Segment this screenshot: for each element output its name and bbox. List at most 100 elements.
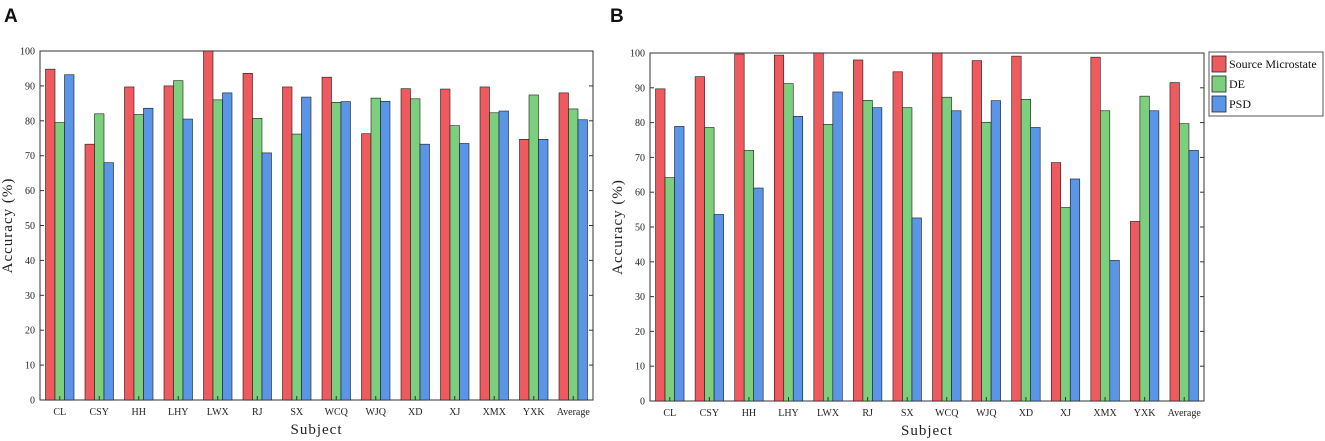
chart-b-bar-wjq-psd xyxy=(990,100,1001,402)
chart-b-bar-xj-source-microstate xyxy=(1050,162,1062,402)
chart-b-bar-wjq-de xyxy=(981,121,992,402)
chart-a-y-tick-label: 60 xyxy=(25,186,35,197)
chart-b-y-tick-label: 0 xyxy=(640,397,645,408)
chart-b-x-tick-label-lhy: LHY xyxy=(778,408,799,419)
chart-a-bar-sx-psd xyxy=(301,96,312,401)
chart-a-bar-hh-de xyxy=(133,114,144,401)
chart-b-plot-frame xyxy=(649,52,1205,402)
chart-a-bar-average-de xyxy=(568,108,579,401)
chart-a-bar-lwx-psd xyxy=(222,92,233,401)
chart-a-x-tick-label-xj: XJ xyxy=(449,407,460,418)
chart-a-bar-xj-de xyxy=(449,125,460,401)
chart-a-bar-average-psd xyxy=(577,119,588,401)
chart-a-x-tick-label-sx: SX xyxy=(290,407,304,418)
chart-a-bar-lwx-de xyxy=(212,99,223,401)
chart-b-bar-rj-source-microstate xyxy=(853,59,864,402)
chart-a-bar-average-source-microstate xyxy=(558,92,569,401)
chart-b-x-tick-label-xmx: XMX xyxy=(1093,408,1117,419)
chart-a-x-tick-label-average: Average xyxy=(557,407,591,418)
chart-b-bar-yxk-source-microstate xyxy=(1130,221,1141,402)
chart-b-bar-xj-psd xyxy=(1069,178,1081,402)
chart-b-bar-xmx-source-microstate xyxy=(1090,56,1101,402)
chart-a-bar-csy-psd xyxy=(103,162,114,401)
chart-a-bar-wjq-source-microstate xyxy=(361,133,372,401)
chart-a-bar-lhy-psd xyxy=(182,118,193,401)
chart-b-x-tick-label-average: Average xyxy=(1168,408,1202,419)
chart-a-bar-rj-source-microstate xyxy=(242,73,253,401)
chart-b-bar-average-psd xyxy=(1188,150,1199,402)
chart-a-y-tick-label: 30 xyxy=(25,291,35,302)
chart-b-bar-csy-de xyxy=(704,127,715,402)
chart-a-bar-wjq-de xyxy=(370,97,381,401)
chart-a-x-tick-label-hh: HH xyxy=(132,407,146,418)
chart-b-bar-wcq-de xyxy=(941,96,952,402)
chart-a-bar-wjq-psd xyxy=(380,100,391,401)
chart-a-x-tick-label-xmx: XMX xyxy=(483,407,507,418)
chart-a-bar-wcq-de xyxy=(331,102,342,401)
chart-a-bar-xj-psd xyxy=(459,143,470,401)
chart-b-x-tick-label-yxk: YXK xyxy=(1134,408,1156,419)
chart-a-bar-wcq-source-microstate xyxy=(321,76,332,401)
chart-b-bar-lwx-psd xyxy=(832,91,843,402)
chart-b-x-tick-label-hh: HH xyxy=(742,408,756,419)
chart-b-y-axis-title: Accuracy (%) xyxy=(610,179,626,275)
chart-b-bar-sx-psd xyxy=(911,217,922,402)
chart-a-x-tick-label-wjq: WJQ xyxy=(365,407,386,418)
chart-a-bar-cl-de xyxy=(54,122,65,401)
chart-a-bar-sx-source-microstate xyxy=(282,86,293,401)
legend-swatch-de xyxy=(1211,75,1227,93)
chart-a-x-axis-title: Subject xyxy=(291,422,343,438)
chart-a-bar-cl-source-microstate xyxy=(45,68,56,401)
chart-b-y-tick-label: 10 xyxy=(635,362,645,373)
chart-a-bar-hh-source-microstate xyxy=(124,86,135,401)
chart-a-bar-csy-de xyxy=(94,113,105,401)
chart-b-bar-wcq-source-microstate xyxy=(932,52,943,402)
legend-swatch-psd xyxy=(1211,95,1227,113)
chart-b-bar-lwx-de xyxy=(823,124,834,402)
chart-a-bar-xmx-psd xyxy=(498,110,509,401)
chart-b-x-tick-label-sx: SX xyxy=(901,408,915,419)
chart-b-bar-average-source-microstate xyxy=(1169,82,1180,402)
chart-b-bar-wjq-source-microstate xyxy=(971,60,982,402)
chart-b-y-tick-label: 50 xyxy=(635,223,645,234)
chart-a-y-tick-label: 90 xyxy=(25,81,35,92)
chart-b-bar-xd-psd xyxy=(1030,127,1041,402)
chart-a-bar-yxk-source-microstate xyxy=(519,138,530,401)
chart-a-bar-xj-source-microstate xyxy=(440,88,451,401)
chart-b-bar-csy-psd xyxy=(713,214,724,402)
chart-b-bar-sx-source-microstate xyxy=(892,71,903,402)
chart-b-bar-wcq-psd xyxy=(951,110,962,402)
chart-a-bar-xmx-source-microstate xyxy=(479,86,490,401)
chart-b-y-tick-label: 100 xyxy=(630,49,645,60)
chart-b-bar-cl-de xyxy=(664,177,675,402)
chart-b-bar-rj-de xyxy=(862,100,873,402)
chart-b-bar-yxk-de xyxy=(1139,95,1150,402)
legend-label-de: DE xyxy=(1229,77,1245,91)
chart-a-bar-lwx-source-microstate xyxy=(203,50,214,401)
chart-b-bar-sx-de xyxy=(902,107,913,402)
chart-a-y-tick-label: 0 xyxy=(30,396,35,407)
chart-b-x-tick-label-csy: CSY xyxy=(700,408,719,419)
chart-b-bar-lhy-psd xyxy=(792,116,804,402)
chart-b-bar-cl-psd xyxy=(674,126,685,402)
chart-b-bar-hh-source-microstate xyxy=(734,53,745,402)
chart-a-bar-sx-de xyxy=(291,133,302,401)
chart-a-x-tick-label-cl: CL xyxy=(53,407,66,418)
chart-b-x-tick-label-xj: XJ xyxy=(1060,408,1071,419)
chart-b-x-tick-label-cl: CL xyxy=(663,408,676,419)
chart-a-y-tick-label: 80 xyxy=(25,116,35,127)
chart-b-bar-yxk-psd xyxy=(1149,110,1160,402)
chart-a-y-tick-label: 70 xyxy=(25,151,35,162)
chart-b-bar-lwx-source-microstate xyxy=(813,52,824,402)
chart-b-x-tick-label-lwx: LWX xyxy=(817,408,840,419)
chart-b-y-tick-label: 30 xyxy=(635,292,645,303)
chart-a-y-axis-title: Accuracy (%) xyxy=(0,178,16,274)
chart-a-plot-frame xyxy=(39,50,594,401)
chart-a-bar-wcq-psd xyxy=(340,101,351,401)
panel-b-label: B xyxy=(610,6,624,27)
chart-a-bar-lhy-de xyxy=(173,80,184,401)
chart-a-bar-xd-psd xyxy=(419,143,430,401)
chart-a-x-tick-label-yxk: YXK xyxy=(523,407,545,418)
chart-b-y-tick-label: 70 xyxy=(635,153,645,164)
